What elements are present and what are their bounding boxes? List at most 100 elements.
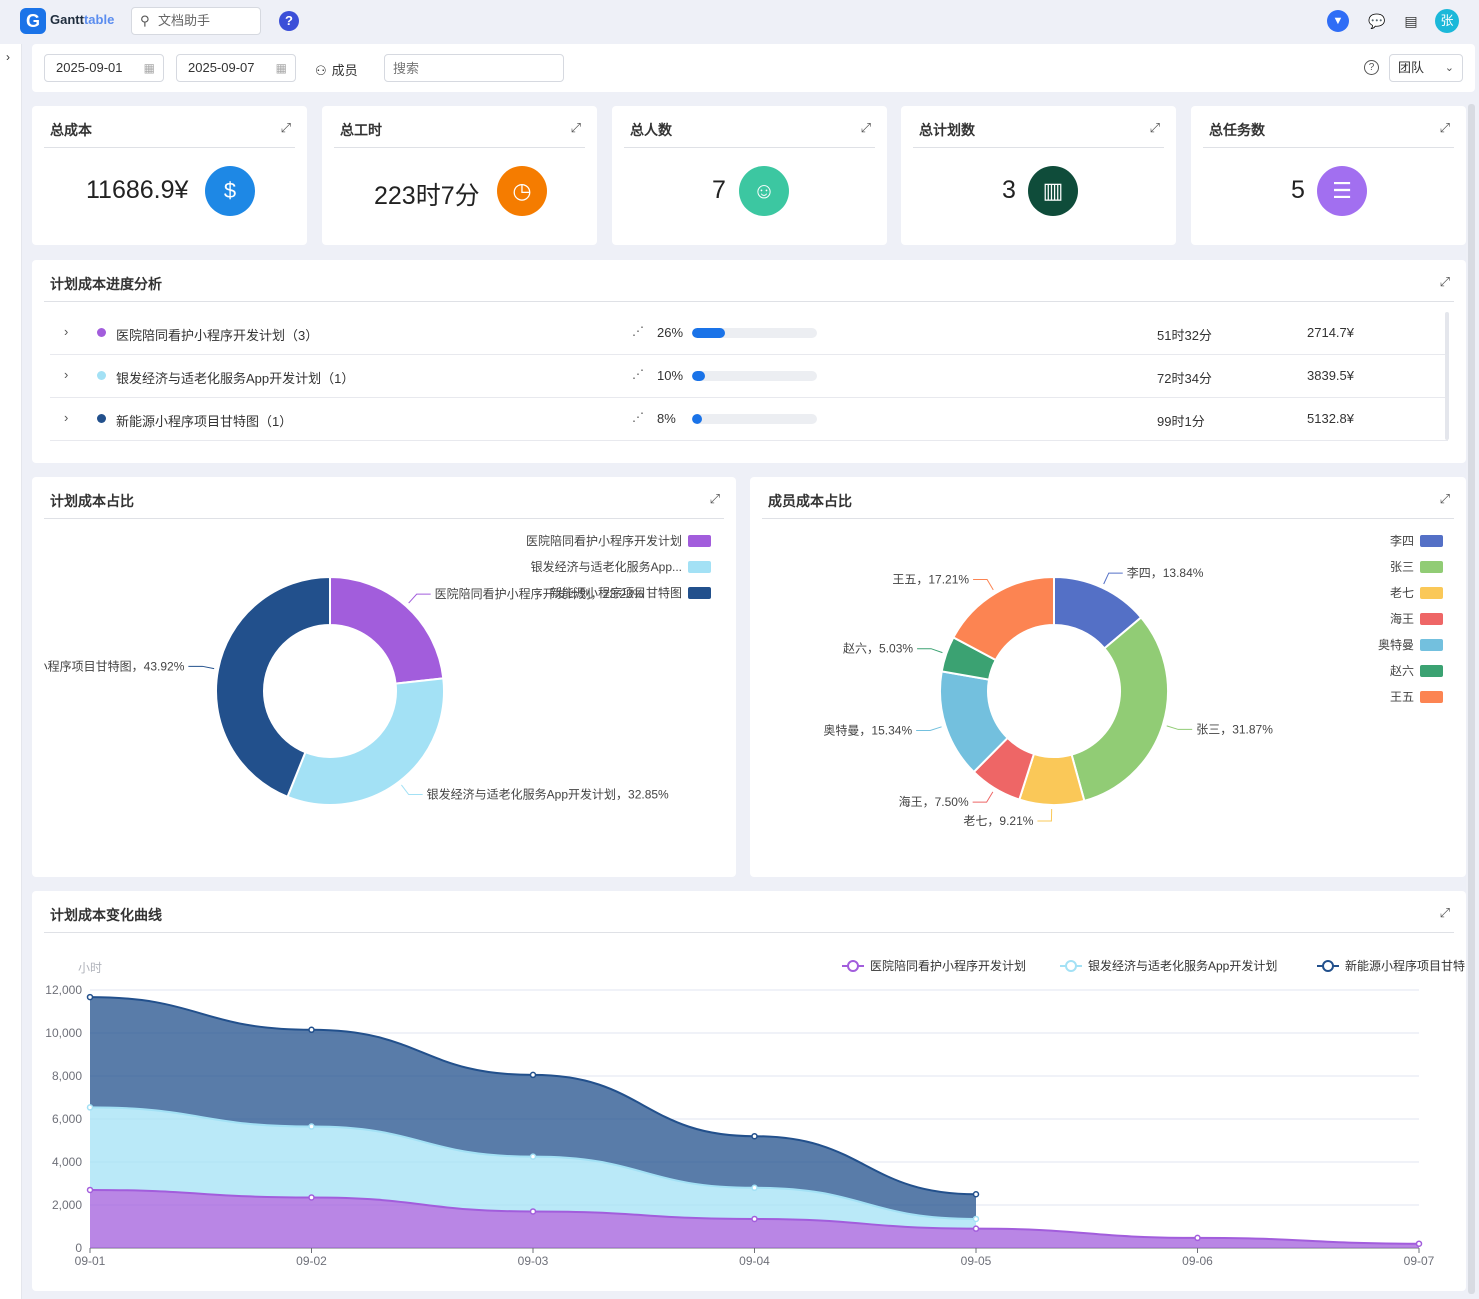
page-scrollbar[interactable] [1468, 104, 1475, 1294]
chevron-right-icon[interactable]: › [64, 324, 69, 339]
plan-hours: 72时34分 [1157, 371, 1212, 386]
expand-icon[interactable]: ⤢ [1439, 905, 1450, 920]
book-icon[interactable]: ▤ [1404, 13, 1418, 29]
sidebar-collapse[interactable]: › [0, 44, 22, 1299]
data-point [86, 1186, 94, 1194]
top-bar: G Gantttable ⚲ 文档助手 ? ▼ 💬 ▤ 张 [0, 0, 1479, 42]
chevron-right-icon[interactable]: › [6, 50, 10, 64]
table-scrollbar[interactable] [1445, 312, 1449, 440]
table-row[interactable]: › 医院陪同看护小程序开发计划（3） ⋰ 26% 51时32分 2714.7¥ [50, 312, 1448, 355]
chat-icon[interactable]: 💬 [1368, 13, 1386, 29]
slice-label-line [401, 784, 423, 795]
question-icon[interactable]: ? [1364, 60, 1379, 75]
pie-slice [329, 575, 445, 685]
expand-icon[interactable]: ⤢ [570, 120, 581, 135]
legend-swatch [688, 561, 711, 573]
table-row[interactable]: › 新能源小程序项目甘特图（1） ⋰ 8% 99时1分 5132.8¥ [50, 398, 1448, 441]
legend-swatch [1420, 665, 1443, 677]
expand-icon[interactable]: ⤢ [1149, 120, 1160, 135]
stat-title: 总工时 [340, 122, 382, 138]
stat-title: 总成本 [50, 122, 92, 138]
group-icon: ☺ [739, 166, 789, 216]
money-users-icon: $ [205, 166, 255, 216]
calendar-icon: ▦ [143, 61, 155, 75]
expand-icon[interactable]: ⤢ [709, 491, 720, 506]
legend-swatch [1420, 691, 1443, 703]
legend-marker [1322, 960, 1334, 972]
expand-icon[interactable]: ⤢ [1439, 120, 1450, 135]
divider [334, 147, 585, 148]
plan-hours: 51时32分 [1157, 328, 1212, 343]
end-date-value: 2025-09-07 [188, 60, 255, 75]
plan-cost-share-panel: 计划成本占比 ⤢ 医院陪同看护小程序开发计划，23.23% 银发经济与适老化服务A… [32, 477, 736, 877]
y-tick-label: 4,000 [52, 1155, 82, 1169]
x-tick-label: 09-05 [961, 1254, 992, 1268]
stat-card-total-plans: 总计划数 ⤢ 3 ▥ [901, 106, 1176, 245]
filter-bar: 2025-09-01 ▦ 2025-09-07 ▦ ⚇ 成员 ? 团队 ⌄ [32, 44, 1475, 92]
legend-marker [847, 960, 859, 972]
share-icon[interactable]: ⋰ [632, 324, 644, 338]
data-point [972, 1225, 980, 1232]
slice-label: 张三，31.87% [1196, 722, 1273, 736]
legend-label: 海王 [1390, 611, 1414, 626]
data-point [86, 993, 94, 1001]
search-input[interactable] [384, 54, 564, 82]
start-date-value: 2025-09-01 [56, 60, 123, 75]
data-point [972, 1191, 980, 1198]
data-point [308, 1123, 315, 1130]
slice-label-line [408, 593, 431, 604]
legend-label: 新能源小程序项目甘特图 [550, 585, 682, 600]
progress-percent: 26% [657, 325, 684, 340]
progress-fill [692, 371, 705, 381]
x-tick-label: 09-02 [296, 1254, 327, 1268]
end-date-picker[interactable]: 2025-09-07 ▦ [176, 54, 296, 82]
legend-label: 银发经济与适老化服务App开发计划 [1088, 958, 1277, 973]
expand-icon[interactable]: ⤢ [1439, 274, 1450, 289]
legend-label: 医院陪同看护小程序开发计划 [526, 533, 682, 548]
divider [624, 147, 875, 148]
expand-icon[interactable]: ⤢ [280, 120, 291, 135]
y-tick-label: 6,000 [52, 1112, 82, 1126]
data-point [86, 1104, 94, 1111]
x-tick-label: 09-06 [1182, 1254, 1213, 1268]
progress-bar [692, 414, 817, 424]
legend-swatch [688, 535, 711, 547]
user-icon: ⚇ [315, 63, 327, 78]
x-tick-label: 09-07 [1404, 1254, 1435, 1268]
start-date-picker[interactable]: 2025-09-01 ▦ [44, 54, 164, 82]
plan-cost: 2714.7¥ [1307, 325, 1354, 340]
member-filter[interactable]: ⚇ 成员 [315, 60, 358, 79]
legend-label: 李四 [1390, 533, 1414, 548]
stat-value: 3 [1002, 176, 1016, 204]
legend-swatch [1420, 639, 1443, 651]
pie-slice [952, 575, 1055, 662]
series-area [90, 997, 976, 1219]
avatar[interactable]: 张 [1435, 9, 1459, 33]
plan-cost: 3839.5¥ [1307, 368, 1354, 383]
expand-icon[interactable]: ⤢ [860, 120, 871, 135]
help-icon[interactable]: ? [279, 11, 299, 31]
legend-swatch [1420, 561, 1443, 573]
progress-fill [692, 414, 702, 424]
slice-label: 医院陪同看护小程序开发计划，23.23% [435, 586, 644, 601]
app-logo-icon[interactable]: G [20, 8, 46, 34]
plan-cost-area-chart: 0 2,000 4,000 6,000 8,000 10,000 12,000 小时 09-01… [45, 958, 1466, 1268]
chevron-right-icon[interactable]: › [64, 410, 69, 425]
legend-label: 新能源小程序项目甘特图 [1345, 958, 1466, 973]
legend-label: 老七 [1390, 586, 1414, 600]
chevron-right-icon[interactable]: › [64, 367, 69, 382]
table-row[interactable]: › 银发经济与适老化服务App开发计划（1） ⋰ 10% 72时34分 3839… [50, 355, 1448, 398]
team-select[interactable]: 团队 ⌄ [1389, 54, 1463, 82]
doc-assistant-search[interactable]: ⚲ 文档助手 [131, 7, 261, 35]
slice-label-line [1037, 808, 1053, 822]
share-icon[interactable]: ⋰ [632, 410, 644, 424]
stat-card-total-tasks: 总任务数 ⤢ 5 ☰ [1191, 106, 1466, 245]
team-value: 团队 [1398, 60, 1425, 75]
plan-color-dot [97, 414, 106, 423]
chevron-down-icon[interactable]: ▼ [1327, 10, 1349, 32]
stat-value: 11686.9¥ [86, 176, 189, 204]
stack-icon: ☰ [1317, 166, 1367, 216]
share-icon[interactable]: ⋰ [632, 367, 644, 381]
stat-value: 7 [712, 176, 726, 204]
expand-icon[interactable]: ⤢ [1439, 491, 1450, 506]
